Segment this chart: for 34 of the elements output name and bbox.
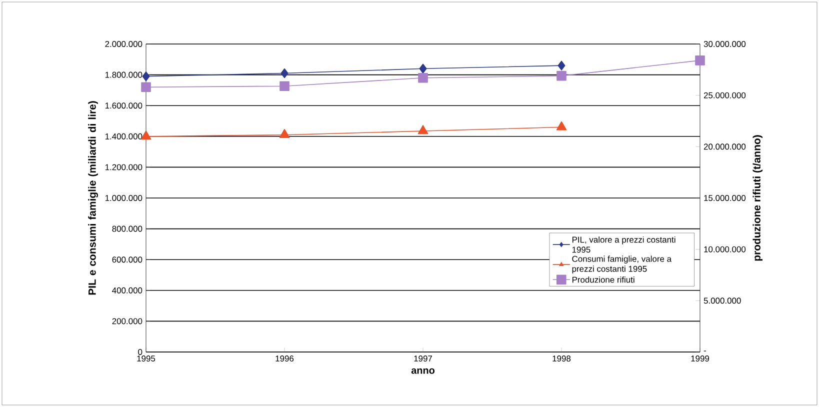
y-tick-label: 400.000: [112, 287, 142, 294]
point: [418, 72, 428, 83]
point: [556, 70, 566, 81]
x-tick-label: 1996: [276, 356, 294, 362]
y-tick-label: 0: [138, 349, 142, 355]
y-tick-label: 200.000: [112, 318, 142, 324]
legend-label: Produzione rifiuti: [572, 276, 634, 283]
y2-tick-label: 25.000.000: [704, 92, 746, 98]
legend-label: PIL, valore a prezzi costanti 1995: [572, 236, 676, 253]
y2-tick-label: 15.000.000: [704, 195, 746, 201]
y2-tick-label: 10.000.000: [704, 246, 746, 252]
y2-axis-title: produzione rifiuti (t/anno): [752, 135, 762, 261]
y2-tick-label: 30.000.000: [704, 41, 746, 47]
y-tick-label: 2.000.000: [105, 41, 142, 47]
x-tick-label: 1995: [137, 356, 156, 362]
y-tick-label: 1.600.000: [105, 102, 142, 109]
x-tick-label: 1999: [691, 356, 710, 362]
y-tick-label: 1.000.000: [105, 195, 142, 201]
y-tick-label: 600.000: [112, 256, 142, 263]
point: [280, 81, 290, 91]
x-tick-label: 1997: [414, 356, 432, 362]
legend-label: Consumi famiglie, valore a prezzi costanti 1995: [572, 256, 672, 274]
x-tick-label: 1998: [552, 356, 571, 362]
y-tick-label: 1.800.000: [105, 72, 142, 78]
y-tick-label: 1.200.000: [105, 164, 142, 170]
y-tick-label: 800.000: [112, 226, 142, 232]
y-axis-title: PIL e consumi famiglie (miliardi di lire): [88, 101, 98, 295]
y2-tick-label: 5.000.000: [704, 298, 741, 304]
y-tick-label: 1.400.000: [105, 133, 142, 140]
y2-tick-label: -: [704, 350, 706, 352]
point: [141, 82, 151, 92]
x-axis-title: anno: [411, 368, 435, 374]
point: [695, 56, 705, 66]
y2-tick-label: 20.000.000: [704, 144, 746, 150]
